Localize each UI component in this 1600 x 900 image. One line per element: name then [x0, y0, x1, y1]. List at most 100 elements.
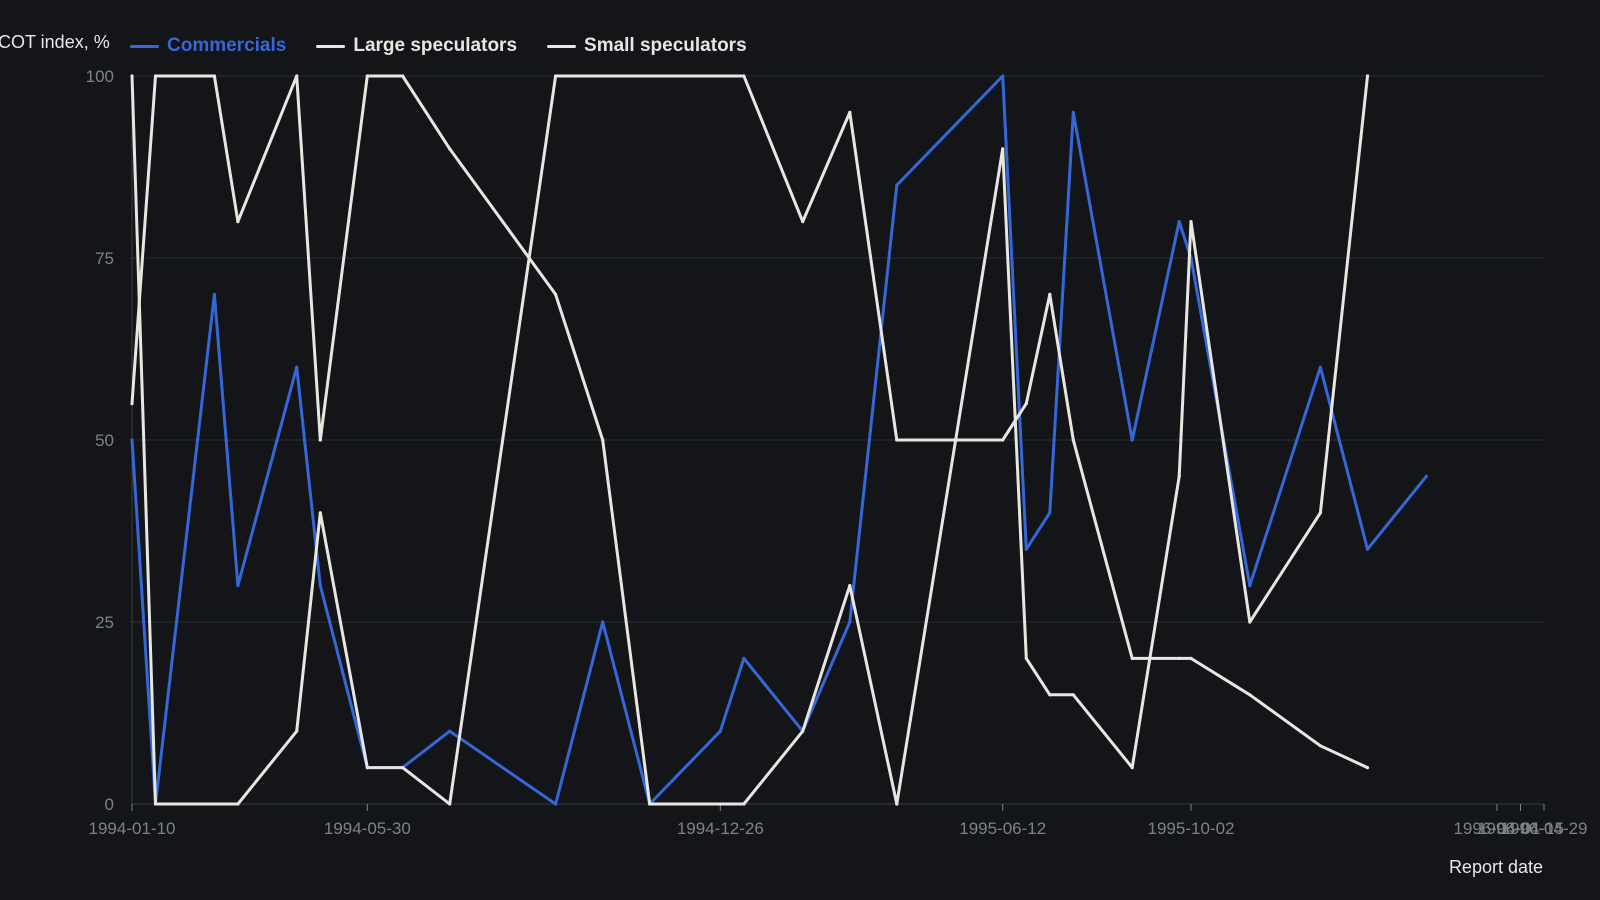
data-point-small-speculators	[130, 402, 134, 406]
series-line-commercials	[130, 74, 1428, 806]
legend-item-large-speculators[interactable]: Large speculators	[316, 35, 517, 57]
data-point-small-speculators	[295, 74, 299, 78]
data-point-commercials	[1248, 584, 1252, 588]
data-point-large-speculators	[895, 438, 899, 442]
data-point-large-speculators	[1248, 693, 1252, 697]
data-point-small-speculators	[1248, 620, 1252, 624]
data-point-large-speculators	[318, 511, 322, 515]
data-point-small-speculators	[848, 584, 852, 588]
data-point-commercials	[130, 438, 134, 442]
legend: Commercials Large speculators Small spec…	[130, 32, 777, 60]
x-axis-label: Report date	[1448, 857, 1543, 877]
x-tick-label: 1996-04-15	[1477, 819, 1564, 838]
data-point-small-speculators	[153, 74, 158, 78]
x-tick-label: 1995-06-12	[959, 819, 1046, 838]
data-point-commercials	[1024, 547, 1028, 551]
data-point-small-speculators	[1130, 766, 1134, 770]
y-tick-label: 100	[86, 67, 114, 86]
data-point-large-speculators	[1365, 766, 1370, 770]
legend-label-large-speculators: Large speculators	[353, 35, 518, 56]
data-point-large-speculators	[1001, 438, 1005, 442]
data-point-large-speculators	[1024, 402, 1028, 406]
data-point-large-speculators	[365, 766, 369, 770]
x-tick-label: 1994-01-10	[89, 819, 176, 838]
data-point-large-speculators	[648, 74, 652, 78]
y-tick-label: 25	[95, 613, 114, 632]
data-point-small-speculators	[318, 438, 322, 442]
data-point-small-speculators	[601, 438, 605, 442]
data-point-large-speculators	[1130, 656, 1134, 661]
data-point-small-speculators	[742, 802, 746, 806]
legend-item-small-speculators[interactable]: Small speculators	[547, 35, 747, 57]
data-point-commercials	[848, 620, 852, 624]
data-point-commercials	[318, 584, 322, 588]
data-point-large-speculators	[153, 802, 158, 806]
data-point-large-speculators	[212, 802, 216, 806]
data-point-small-speculators	[1071, 693, 1075, 697]
data-point-small-speculators	[554, 292, 558, 296]
series-large-speculators	[130, 74, 1370, 806]
data-point-commercials	[742, 656, 746, 661]
data-point-commercials	[1071, 110, 1075, 114]
x-tick-label: 1995-10-02	[1148, 819, 1235, 838]
data-point-small-speculators	[236, 220, 240, 224]
legend-label-commercials: Commercials	[167, 35, 287, 56]
data-point-commercials	[448, 729, 452, 733]
data-point-small-speculators	[1177, 474, 1181, 478]
data-point-commercials	[236, 584, 240, 588]
data-point-small-speculators	[1024, 656, 1028, 661]
data-point-large-speculators	[295, 729, 299, 733]
data-point-small-speculators	[1318, 511, 1322, 515]
data-point-commercials	[1048, 511, 1052, 515]
y-tick-label: 0	[105, 795, 114, 814]
x-tick-label: 1996-04-29	[1501, 819, 1588, 838]
data-point-large-speculators	[601, 74, 605, 78]
data-point-small-speculators	[1365, 74, 1370, 78]
x-tick-label: 1994-12-26	[677, 819, 764, 838]
data-point-large-speculators	[401, 766, 405, 770]
data-point-small-speculators	[1189, 220, 1193, 224]
data-point-commercials	[1177, 220, 1181, 224]
data-point-large-speculators	[130, 74, 134, 78]
data-point-commercials	[1318, 365, 1322, 369]
data-point-small-speculators	[401, 74, 405, 78]
data-point-small-speculators	[895, 802, 899, 806]
data-point-large-speculators	[801, 220, 805, 224]
legend-item-commercials[interactable]: Commercials	[130, 35, 286, 57]
legend-label-small-speculators: Small speculators	[584, 35, 747, 56]
y-tick-label: 50	[95, 431, 114, 450]
data-point-large-speculators	[742, 74, 746, 78]
data-point-commercials	[212, 292, 216, 296]
legend-swatch-large-speculators	[316, 44, 346, 48]
x-tick-label: 1996-04-01	[1453, 819, 1540, 838]
data-point-commercials	[895, 183, 899, 187]
data-point-small-speculators	[1048, 693, 1052, 697]
data-point-small-speculators	[448, 147, 452, 151]
data-point-small-speculators	[1001, 147, 1005, 151]
x-tick-label: 1994-05-30	[324, 819, 411, 838]
data-point-commercials	[295, 365, 299, 369]
data-point-small-speculators	[648, 802, 652, 806]
data-point-commercials	[1365, 547, 1370, 551]
data-point-commercials	[1130, 438, 1134, 442]
data-point-commercials	[1424, 474, 1428, 478]
data-point-small-speculators	[212, 74, 216, 78]
data-point-large-speculators	[1318, 744, 1322, 748]
data-point-small-speculators	[365, 74, 369, 78]
series-small-speculators	[130, 74, 1370, 806]
data-point-large-speculators	[848, 110, 852, 114]
data-point-large-speculators	[1048, 292, 1052, 296]
data-point-large-speculators	[448, 802, 452, 806]
y-tick-label: 75	[95, 249, 114, 268]
data-point-large-speculators	[236, 802, 240, 806]
data-point-commercials	[1001, 74, 1005, 78]
data-point-large-speculators	[1189, 656, 1193, 661]
data-point-large-speculators	[1177, 656, 1181, 661]
data-point-commercials	[718, 729, 722, 733]
legend-swatch-commercials	[130, 44, 159, 48]
data-point-large-speculators	[1071, 438, 1075, 442]
y-axis-label: COT index, %	[0, 32, 110, 52]
data-point-large-speculators	[718, 74, 722, 78]
